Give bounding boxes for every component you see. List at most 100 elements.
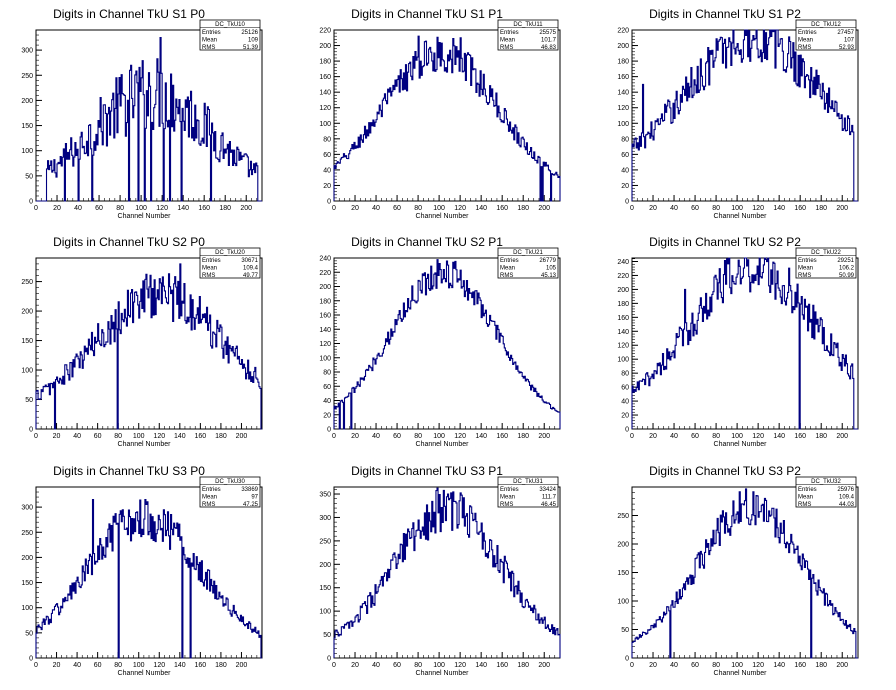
y-tick-label: 150 xyxy=(21,580,33,587)
stats-box: DC_TkU12 Entries 27457 Mean 107 RMS 52.93 xyxy=(795,19,857,51)
x-tick-label: 100 xyxy=(731,662,743,669)
x-axis-label: Channel Number xyxy=(714,670,768,677)
x-tick-label: 180 xyxy=(517,205,529,212)
x-tick-label: 0 xyxy=(332,662,336,669)
x-tick-label: 160 xyxy=(496,433,508,440)
stats-value: 46.83 xyxy=(541,45,557,51)
stats-box: DC_TkU20 Entries 30671 Mean 109.4 RMS 49.77 xyxy=(199,247,261,279)
stats-value: 49.77 xyxy=(243,273,259,279)
stats-label: Mean xyxy=(500,266,515,272)
y-tick-label: 20 xyxy=(621,183,629,190)
x-tick-label: 80 xyxy=(116,205,124,212)
x-axis-label: Channel Number xyxy=(416,441,470,448)
histogram-panel: Digits in Channel TkU S2 P2 0 20 40 60 80 100 1… xyxy=(617,235,859,448)
y-tick-label: 160 xyxy=(617,74,629,81)
stats-label: RMS xyxy=(500,45,513,51)
x-tick-label: 0 xyxy=(34,205,38,212)
x-tick-label: 80 xyxy=(414,205,422,212)
stats-value: 109.4 xyxy=(839,495,855,501)
stats-label: Entries xyxy=(798,30,817,36)
x-tick-label: 100 xyxy=(133,662,145,669)
y-tick-label: 100 xyxy=(617,599,629,606)
y-tick-label: 200 xyxy=(319,43,331,50)
y-tick-label: 40 xyxy=(323,398,331,405)
y-tick-label: 240 xyxy=(617,259,629,266)
y-tick-label: 150 xyxy=(21,123,33,130)
y-tick-label: 40 xyxy=(323,167,331,174)
x-tick-label: 80 xyxy=(712,205,720,212)
plot-frame xyxy=(631,29,859,202)
x-axis-label: Channel Number xyxy=(118,670,172,677)
x-tick-label: 140 xyxy=(773,205,785,212)
x-tick-label: 20 xyxy=(53,662,61,669)
x-tick-label: 120 xyxy=(153,433,165,440)
stats-box: DC_TkU11 Entries 25575 Mean 101.7 RMS 46.83 xyxy=(497,19,559,51)
x-axis-label: Channel Number xyxy=(714,213,768,220)
chart-title: Digits in Channel TkU S1 P1 xyxy=(351,7,503,21)
stats-value: 50.99 xyxy=(839,273,855,279)
x-tick-label: 20 xyxy=(351,205,359,212)
stats-value: 26779 xyxy=(539,258,556,264)
stats-value: 27457 xyxy=(837,30,854,36)
x-tick-label: 180 xyxy=(517,433,529,440)
y-tick-label: 60 xyxy=(323,152,331,159)
plot-frame xyxy=(333,486,561,659)
x-tick-label: 80 xyxy=(414,433,422,440)
x-tick-label: 200 xyxy=(538,662,550,669)
stats-label: Entries xyxy=(798,487,817,493)
stats-label: Mean xyxy=(798,495,813,501)
y-tick-label: 100 xyxy=(319,609,331,616)
y-tick-label: 250 xyxy=(21,279,33,286)
histogram-series xyxy=(35,499,262,659)
y-tick-label: 160 xyxy=(319,313,331,320)
x-tick-label: 100 xyxy=(135,205,147,212)
y-tick-label: 200 xyxy=(617,287,629,294)
stats-box-frame xyxy=(497,19,559,51)
x-tick-label: 160 xyxy=(794,662,806,669)
x-tick-label: 180 xyxy=(219,205,231,212)
histogram-series xyxy=(631,29,858,202)
chart-title: Digits in Channel TkU S2 P2 xyxy=(649,235,801,249)
stats-label: Entries xyxy=(500,30,519,36)
y-tick-label: 120 xyxy=(319,341,331,348)
y-tick-label: 0 xyxy=(625,199,629,206)
stats-label: Mean xyxy=(202,495,217,501)
y-tick-label: 300 xyxy=(319,515,331,522)
stats-box-frame xyxy=(199,247,261,279)
stats-name: DC_TkU11 xyxy=(513,22,543,28)
chart-title: Digits in Channel TkU S1 P0 xyxy=(53,7,205,21)
y-tick-label: 80 xyxy=(621,371,629,378)
y-tick-label: 0 xyxy=(29,199,33,206)
y-tick-label: 250 xyxy=(617,513,629,520)
stats-box-frame xyxy=(497,476,559,508)
x-tick-label: 60 xyxy=(691,433,699,440)
y-tick-label: 180 xyxy=(617,301,629,308)
y-tick-label: 100 xyxy=(319,121,331,128)
x-tick-label: 0 xyxy=(630,205,634,212)
x-tick-label: 60 xyxy=(691,205,699,212)
y-tick-label: 180 xyxy=(617,59,629,66)
stats-label: Mean xyxy=(202,38,217,44)
y-tick-label: 350 xyxy=(319,492,331,499)
x-tick-label: 0 xyxy=(332,205,336,212)
x-tick-label: 180 xyxy=(815,205,827,212)
stats-value: 25575 xyxy=(539,30,556,36)
x-tick-label: 40 xyxy=(73,662,81,669)
stats-box-frame xyxy=(795,19,857,51)
plot-frame xyxy=(631,486,859,659)
stats-box: DC_TkU10 Entries 25126 Mean 109 RMS 51.39 xyxy=(199,19,261,51)
y-tick-label: 50 xyxy=(25,630,33,637)
x-tick-label: 180 xyxy=(815,433,827,440)
x-tick-label: 80 xyxy=(114,662,122,669)
x-tick-label: 60 xyxy=(94,662,102,669)
histogram-panel: Digits in Channel TkU S2 P00501001502002… xyxy=(21,235,263,448)
x-tick-label: 200 xyxy=(538,433,550,440)
x-tick-label: 20 xyxy=(649,205,657,212)
y-tick-label: 200 xyxy=(319,284,331,291)
x-tick-label: 20 xyxy=(53,433,61,440)
x-tick-label: 160 xyxy=(195,662,207,669)
histogram-series xyxy=(35,263,262,430)
stats-value: 25976 xyxy=(837,487,854,493)
histogram-panel: Digits in Channel TkU S3 P10501001502002… xyxy=(319,464,561,677)
